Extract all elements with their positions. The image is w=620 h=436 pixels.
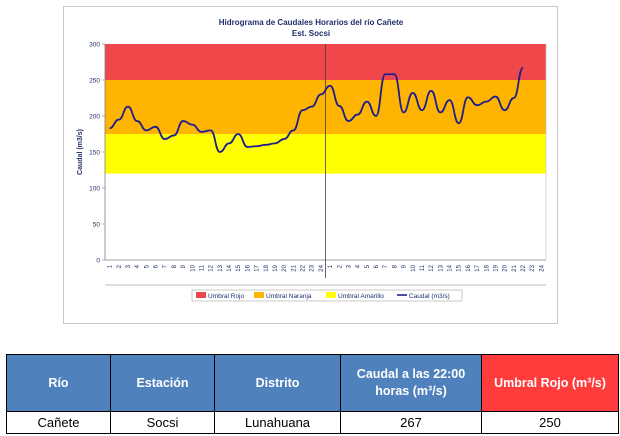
cell-estacion: Socsi [110,411,215,434]
series-line-caudal [109,66,524,153]
x-tick-label: 11 [199,264,205,271]
y-tick-label: 200 [89,113,100,120]
x-tick-label: 14 [448,264,454,271]
x-tick-label: 17 [255,264,261,271]
x-tick-label: 15 [236,264,242,271]
cell-distrito: Lunahuana [214,411,341,434]
hydrograph-chart: Hidrograma de Caudales Horarios del río … [77,18,547,302]
header-rio: Río [6,354,111,412]
x-tick-label: 22 [301,264,307,271]
legend-label: Umbral Amarillo [338,293,384,300]
header-estacion: Estación [110,354,215,412]
header-caudal: Caudal a las 22:00 horas (m³/s) [340,354,482,412]
x-tick-label: 2 [117,264,123,268]
x-tick-label: 1 [108,264,114,268]
x-tick-label: 13 [218,264,224,271]
x-tick-label: 21 [291,264,297,271]
x-tick-label: 17 [475,264,481,271]
x-tick-label: 7 [383,264,389,268]
y-tick-label: 150 [89,149,100,156]
x-tick-label: 23 [310,264,316,271]
x-tick-label: 19 [493,264,499,271]
y-tick-label: 100 [89,185,100,192]
station-table: Río Estación Distrito Caudal a las 22:00… [6,354,619,434]
x-tick-label: 1 [328,264,334,268]
cell-umbral-rojo: 250 [481,411,619,434]
x-tick-label: 20 [503,264,509,271]
x-tick-label: 4 [356,264,362,268]
x-tick-label: 21 [512,264,518,271]
y-axis-title: Caudal (m3/s) [77,129,84,175]
x-tick-label: 3 [346,264,352,268]
cell-rio: Cañete [6,411,111,434]
legend-swatch [196,292,206,298]
chart-title: Hidrograma de Caudales Horarios del río … [219,18,404,27]
x-tick-label: 16 [466,264,472,271]
x-tick-label: 10 [411,264,417,271]
legend-label: Umbral Naranja [266,293,312,300]
x-tick-label: 2 [337,264,343,268]
legend-swatch [326,292,336,298]
x-tick-label: 3 [126,264,132,268]
x-tick-label: 16 [245,264,251,271]
table-row: Cañete Socsi Lunahuana 267 250 [6,411,619,434]
x-tick-label: 22 [521,264,527,271]
legend-label: Caudal (m3/s) [409,293,450,300]
x-tick-label: 19 [273,264,279,271]
x-tick-label: 5 [365,264,371,268]
x-tick-label: 18 [264,264,270,271]
y-tick-label: 0 [96,257,100,264]
x-tick-label: 8 [172,264,178,268]
x-tick-label: 11 [420,264,426,271]
x-tick-label: 24 [539,264,545,271]
x-tick-label: 6 [374,264,380,268]
x-tick-label: 7 [163,264,169,268]
x-tick-label: 9 [181,264,187,268]
x-tick-label: 10 [190,264,196,271]
x-tick-label: 8 [392,264,398,268]
x-tick-label: 14 [227,264,233,271]
y-tick-label: 300 [89,41,100,48]
x-tick-label: 15 [457,264,463,271]
chart-subtitle: Est. Socsi [292,29,330,38]
x-tick-label: 13 [438,264,444,271]
table-header-row: Río Estación Distrito Caudal a las 22:00… [6,354,619,412]
header-umbral-rojo: Umbral Rojo (m³/s) [481,354,619,412]
header-distrito: Distrito [214,354,341,412]
x-tick-label: 12 [209,264,215,271]
x-tick-label: 23 [530,264,536,271]
y-tick-label: 50 [93,221,101,228]
y-tick-label: 250 [89,77,100,84]
legend-label: Umbral Rojo [208,293,245,300]
x-tick-label: 9 [402,264,408,268]
x-tick-label: 4 [135,264,141,268]
x-tick-label: 18 [484,264,490,271]
x-tick-label: 12 [429,264,435,271]
chart-frame: Hidrograma de Caudales Horarios del río … [63,6,558,324]
x-tick-label: 24 [319,264,325,271]
x-tick-label: 5 [144,264,150,268]
x-tick-label: 20 [282,264,288,271]
cell-caudal: 267 [340,411,482,434]
x-tick-label: 6 [154,264,160,268]
legend-swatch [254,292,264,298]
